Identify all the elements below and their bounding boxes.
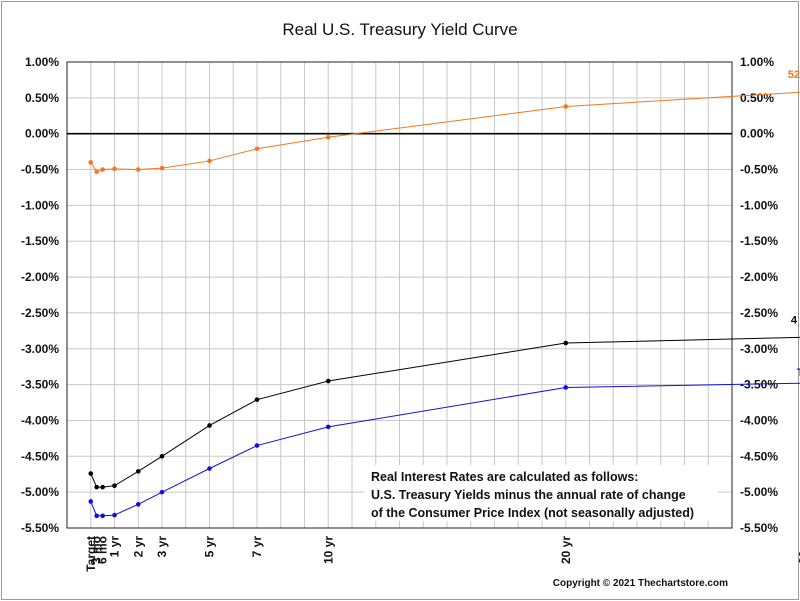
y-tick-right: -3.00% (740, 342, 778, 356)
annotation-line: of the Consumer Price Index (not seasona… (371, 506, 694, 520)
series-name-label: This week (797, 367, 800, 379)
y-tick-right: -4.50% (740, 449, 778, 463)
y-tick-left: -5.50% (21, 521, 59, 535)
data-point (100, 167, 105, 172)
copyright-text: Copyright © 2021 Thechartstore.com (552, 578, 728, 589)
y-tick-right: 0.00% (740, 127, 774, 141)
x-tick-label: 2 yr (131, 536, 145, 558)
data-point (325, 134, 331, 140)
annotation-background (364, 465, 718, 521)
grid (66, 61, 733, 529)
series-labels: 52 weeks ago7/24/204 weeks ago6/25/21Thi… (788, 69, 800, 379)
series-line (90, 336, 800, 488)
x-tick-label: 3 yr (155, 536, 169, 558)
y-tick-left: -4.50% (21, 449, 59, 463)
x-tick-label: 20 yr (559, 536, 573, 564)
series-line (90, 91, 800, 173)
y-tick-right: -5.00% (740, 485, 778, 499)
y-tick-left: -1.00% (21, 198, 59, 212)
data-point (112, 166, 117, 172)
annotation-line: U.S. Treasury Yields minus the annual ra… (371, 488, 686, 502)
chart-title: Real U.S. Treasury Yield Curve (282, 20, 518, 39)
data-point (88, 160, 94, 165)
y-tick-right: -0.50% (740, 163, 778, 177)
data-point (88, 499, 94, 504)
y-tick-left: -4.00% (21, 413, 59, 427)
y-tick-right: 1.00% (740, 55, 774, 69)
x-tick-label: 7 yr (250, 536, 264, 558)
x-tick-label: 1 yr (108, 536, 122, 558)
data-point (254, 146, 260, 152)
y-tick-right: -1.50% (740, 234, 778, 248)
series-name-label: 52 weeks ago (788, 69, 800, 81)
data-point (135, 502, 141, 507)
x-tick-label: Target (84, 536, 98, 572)
data-point (325, 424, 331, 430)
data-point (100, 513, 105, 519)
y-axis-ticks: 1.00% 1.00% 0.50% 0.50% 0.00% 0.00% -0.50% -0.5… (21, 55, 778, 535)
data-point (94, 513, 99, 519)
y-tick-left: -1.50% (21, 234, 59, 248)
annotation-box: Real Interest Rates are calculated as fo… (364, 465, 718, 521)
data-point (135, 167, 141, 172)
x-tick-label: 3 mo (90, 536, 104, 564)
y-tick-left: -5.00% (21, 485, 59, 499)
data-point (94, 169, 99, 174)
y-tick-right: -4.00% (740, 413, 778, 427)
y-tick-left: 0.00% (25, 127, 59, 141)
data-point (207, 466, 212, 471)
plot-area-border (66, 61, 733, 529)
x-tick-label: 30 yr (796, 536, 800, 564)
data-point (563, 340, 569, 346)
x-tick-label: 6 mo (96, 536, 110, 564)
y-tick-left: -2.00% (21, 270, 59, 284)
data-point (563, 385, 569, 390)
x-tick-label: 5 yr (203, 536, 217, 558)
y-tick-right: -5.50% (740, 521, 778, 535)
data-point (254, 443, 260, 448)
data-point (88, 471, 94, 476)
y-tick-left: -3.50% (21, 378, 59, 392)
data-point (563, 104, 569, 109)
data-point (325, 378, 331, 384)
y-tick-right: -2.50% (740, 306, 778, 320)
y-tick-right: 0.50% (740, 91, 774, 105)
data-point (100, 484, 105, 490)
data-point (112, 483, 117, 489)
x-tick-label: 10 yr (321, 536, 335, 564)
data-point (159, 454, 165, 459)
data-point (94, 484, 99, 490)
y-tick-left: -0.50% (21, 163, 59, 177)
data-point (207, 158, 212, 164)
annotation-line: Real Interest Rates are calculated as fo… (371, 470, 638, 484)
series-name-label: 4 weeks ago (791, 314, 800, 326)
data-point (159, 489, 165, 495)
y-tick-right: -2.00% (740, 270, 778, 284)
y-tick-left: 1.00% (25, 55, 59, 69)
y-tick-right: -3.50% (740, 378, 778, 392)
y-tick-left: -3.00% (21, 342, 59, 356)
data-point (254, 397, 260, 402)
data-point (135, 469, 141, 474)
series-group (88, 91, 800, 519)
data-point (207, 423, 212, 428)
y-tick-left: 0.50% (25, 91, 59, 105)
y-tick-right: -1.00% (740, 198, 778, 212)
y-tick-left: -2.50% (21, 306, 59, 320)
data-point (159, 165, 165, 171)
data-point (112, 512, 117, 518)
